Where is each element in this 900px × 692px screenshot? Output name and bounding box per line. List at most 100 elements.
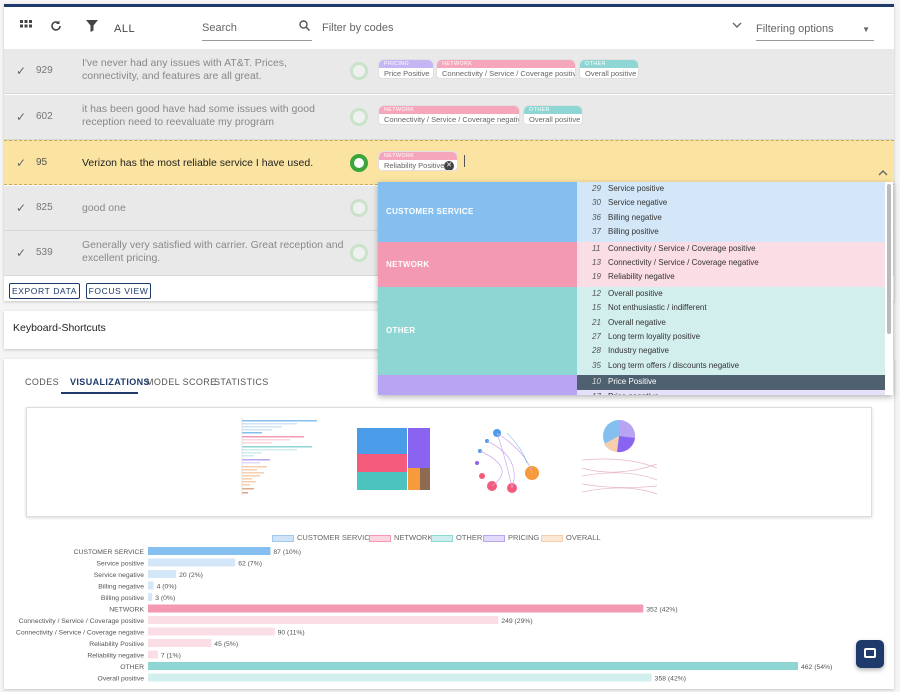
check-icon[interactable]: ✓ xyxy=(16,201,27,215)
code-tag[interactable]: NETWORK Connectivity / Service / Coverage… xyxy=(436,59,576,79)
dropdown-code-option[interactable]: 12 Overall positive xyxy=(577,287,885,301)
row-text: it has been good have had some issues wi… xyxy=(82,103,315,128)
status-circle-icon[interactable] xyxy=(350,154,368,172)
code-label: Connectivity / Service / Coverage positi… xyxy=(608,243,756,253)
treemap-thumbnail[interactable] xyxy=(357,428,430,490)
toolbar: ALL Filter by codes Filtering options ▼ xyxy=(4,7,894,49)
check-icon[interactable]: ✓ xyxy=(16,246,27,260)
bar-value-label: 4 (0%) xyxy=(157,584,177,591)
bar[interactable] xyxy=(148,547,271,555)
category-tick-label: Connectivity / Service / Coverage positi… xyxy=(19,618,145,625)
bar[interactable] xyxy=(148,627,275,636)
status-circle-icon[interactable] xyxy=(350,108,368,126)
bar-value-label: 90 (11%) xyxy=(278,630,305,637)
network-graph-thumbnail[interactable] xyxy=(475,429,539,493)
remove-tag-icon[interactable]: ✕ xyxy=(444,161,454,170)
table-row[interactable]: ✓ 929 I've never had any issues with AT&… xyxy=(4,49,894,94)
status-circle-icon[interactable] xyxy=(350,199,368,217)
row-text: Generally very satisfied with carrier. G… xyxy=(82,239,344,264)
check-icon[interactable]: ✓ xyxy=(16,156,27,170)
bar[interactable] xyxy=(148,581,154,590)
code-label: Long term loyality positive xyxy=(608,331,701,341)
code-tag[interactable]: OTHER Overall positive xyxy=(523,105,583,125)
dropdown-code-option[interactable]: 35 Long term offers / discounts negative xyxy=(577,359,885,373)
legend-item[interactable]: NETWORK xyxy=(369,533,432,542)
chevron-up-icon[interactable] xyxy=(878,169,888,180)
search-input[interactable] xyxy=(202,17,292,39)
all-filter-label[interactable]: ALL xyxy=(114,23,136,35)
grid-icon[interactable] xyxy=(20,20,32,34)
legend-item[interactable]: PRICING xyxy=(483,533,539,542)
dropdown-code-option[interactable]: 11 Connectivity / Service / Coverage posi… xyxy=(577,242,885,256)
tab-codes[interactable]: CODES xyxy=(25,377,60,387)
tab-visualizations[interactable]: VISUALIZATIONS xyxy=(70,377,150,387)
check-icon[interactable]: ✓ xyxy=(16,110,27,124)
dropdown-code-option[interactable]: 10 Price Positive xyxy=(577,375,885,390)
filter-icon[interactable] xyxy=(86,20,98,34)
bar[interactable] xyxy=(148,570,177,578)
bar[interactable] xyxy=(148,662,798,670)
dropdown-code-option[interactable]: 36 Billing negative xyxy=(577,211,885,225)
table-row[interactable]: ✓ 602 it has been good have had some iss… xyxy=(4,95,894,140)
bar[interactable] xyxy=(148,639,212,647)
legend-item[interactable]: CUSTOMER SERVICE xyxy=(272,533,375,542)
dropdown-code-option[interactable]: 27 Long term loyality positive xyxy=(577,330,885,344)
keyboard-shortcuts-panel[interactable]: Keyboard-Shortcuts xyxy=(4,311,380,349)
bar[interactable] xyxy=(148,593,153,601)
pie-chart-thumbnail[interactable] xyxy=(581,419,658,495)
search-box[interactable] xyxy=(202,17,312,41)
bar[interactable] xyxy=(148,558,236,567)
dropdown-code-option[interactable]: 13 Connectivity / Service / Coverage nega… xyxy=(577,256,885,270)
code-tag[interactable]: NETWORK Connectivity / Service / Coverage… xyxy=(378,105,520,125)
dropdown-code-option[interactable]: 17Price negative xyxy=(577,390,885,395)
tag-code: Reliability Positive xyxy=(384,161,445,170)
bar[interactable] xyxy=(148,616,499,624)
dropdown-caret-icon: ▼ xyxy=(862,25,870,34)
bar-chart-thumbnail[interactable] xyxy=(241,418,317,496)
code-selector-dropdown[interactable]: CUSTOMER SERVICE 29 Service positive 30 Serv… xyxy=(378,182,893,395)
code-tag[interactable]: OTHER Overall positive xyxy=(579,59,639,79)
row-number: 602 xyxy=(36,111,53,122)
focus-view-button[interactable]: FOCUS VIEW xyxy=(86,283,151,299)
chat-button[interactable] xyxy=(856,640,884,668)
code-tag[interactable]: PRICING Price Positive xyxy=(378,59,434,79)
dropdown-code-option[interactable]: 28 Industry negative xyxy=(577,344,885,358)
status-circle-icon[interactable] xyxy=(350,62,368,80)
check-icon[interactable]: ✓ xyxy=(16,64,27,78)
dropdown-group: OTHER 12 Overall positive 15 Not enthusiasti… xyxy=(378,286,885,376)
bar-value-label: 462 (54%) xyxy=(801,664,832,671)
legend-item[interactable]: OVERALL xyxy=(541,533,601,542)
filter-by-codes-input[interactable]: Filter by codes xyxy=(322,22,394,34)
bar-value-label: 87 (10%) xyxy=(273,549,301,556)
search-icon[interactable] xyxy=(299,20,311,34)
dropdown-scrollbar[interactable] xyxy=(887,184,891,334)
code-number: 28 xyxy=(592,346,601,356)
dropdown-code-option[interactable]: 19 Reliability negative xyxy=(577,270,885,284)
coding-panel: ALL Filter by codes Filtering options ▼ … xyxy=(4,4,894,301)
table-row-selected[interactable]: ✓ 95 Verizon has the most reliable servi… xyxy=(4,140,894,185)
dropdown-code-option[interactable]: 37 Billing positive xyxy=(577,225,885,239)
dropdown-code-option[interactable]: 30 Service negative xyxy=(577,196,885,210)
legend-item[interactable]: OTHER xyxy=(431,533,482,542)
status-circle-icon[interactable] xyxy=(350,244,368,262)
tab-model-score[interactable]: MODEL SCORE xyxy=(146,377,217,387)
code-tag[interactable]: NETWORK Reliability Positive ✕ xyxy=(378,151,458,171)
tag-category: PRICING xyxy=(379,60,433,68)
tag-code: Overall positive xyxy=(529,115,581,124)
dropdown-code-option[interactable]: 29 Service positive xyxy=(577,182,885,196)
bar[interactable] xyxy=(148,673,652,682)
chevron-down-icon[interactable] xyxy=(732,20,742,33)
tab-statistics[interactable]: STATISTICS xyxy=(214,377,269,387)
refresh-icon[interactable] xyxy=(50,20,62,34)
code-number: 35 xyxy=(592,360,601,370)
dropdown-code-option[interactable]: 21 Overall negative xyxy=(577,316,885,330)
dropdown-code-option[interactable]: 15 Not enthusiastic / indifferent xyxy=(577,301,885,315)
dropdown-category-label: NETWORK xyxy=(378,241,577,287)
export-data-button[interactable]: EXPORT DATA xyxy=(9,283,80,299)
bar[interactable] xyxy=(148,650,158,659)
bar[interactable] xyxy=(148,604,644,613)
bar-value-label: 3 (0%) xyxy=(155,595,175,602)
filtering-options-select[interactable]: Filtering options ▼ xyxy=(756,17,874,41)
code-label: Overall positive xyxy=(608,288,663,298)
tag-code: Connectivity / Service / Coverage negati… xyxy=(384,115,520,124)
